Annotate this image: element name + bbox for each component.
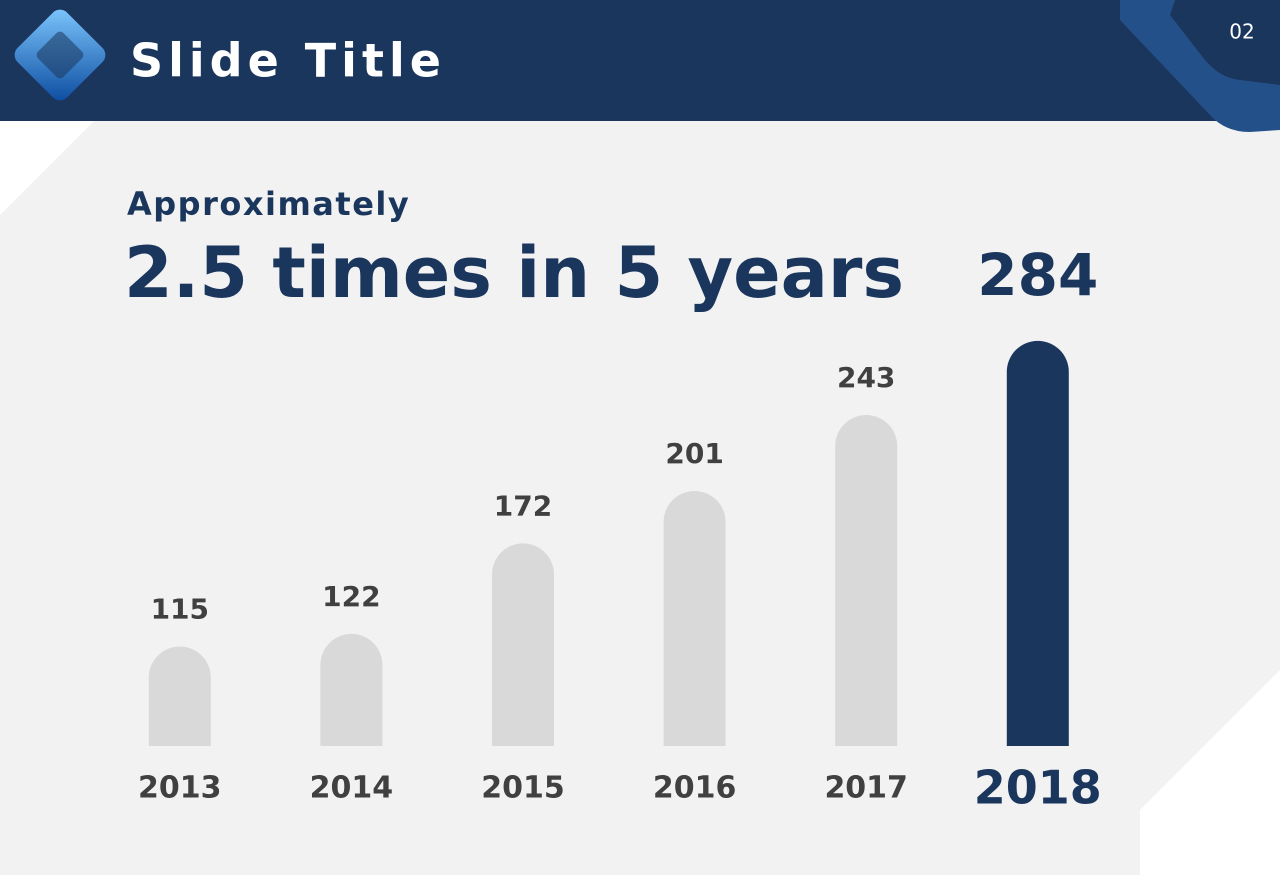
bar — [492, 543, 554, 746]
decor-left — [0, 120, 95, 215]
value-label: 284 — [977, 241, 1098, 309]
decor-bottom-right — [1140, 670, 1280, 875]
bar — [320, 633, 383, 746]
x-tick-label: 2015 — [481, 771, 565, 806]
bar — [1006, 340, 1069, 746]
logo — [14, 9, 106, 101]
page-number: 02 — [1229, 20, 1254, 44]
header-band — [0, 0, 1280, 121]
value-label: 122 — [322, 580, 380, 613]
kicker: Approximately — [127, 185, 410, 223]
x-tick-label: 2016 — [653, 771, 737, 806]
bar — [835, 415, 898, 746]
decor-top-right-inner — [1170, 0, 1280, 85]
x-tick-label: 2013 — [138, 771, 222, 806]
x-tick-label: 2017 — [824, 771, 908, 806]
bar — [663, 490, 726, 746]
slide-title: Slide Title — [130, 34, 446, 88]
value-label: 172 — [494, 489, 552, 522]
value-label: 243 — [837, 361, 895, 394]
headline: 2.5 times in 5 years — [124, 232, 904, 314]
x-tick-label: 2018 — [974, 761, 1102, 815]
value-label: 201 — [665, 437, 723, 470]
value-label: 115 — [151, 593, 209, 626]
x-tick-label: 2014 — [310, 771, 394, 806]
bar — [148, 646, 211, 746]
